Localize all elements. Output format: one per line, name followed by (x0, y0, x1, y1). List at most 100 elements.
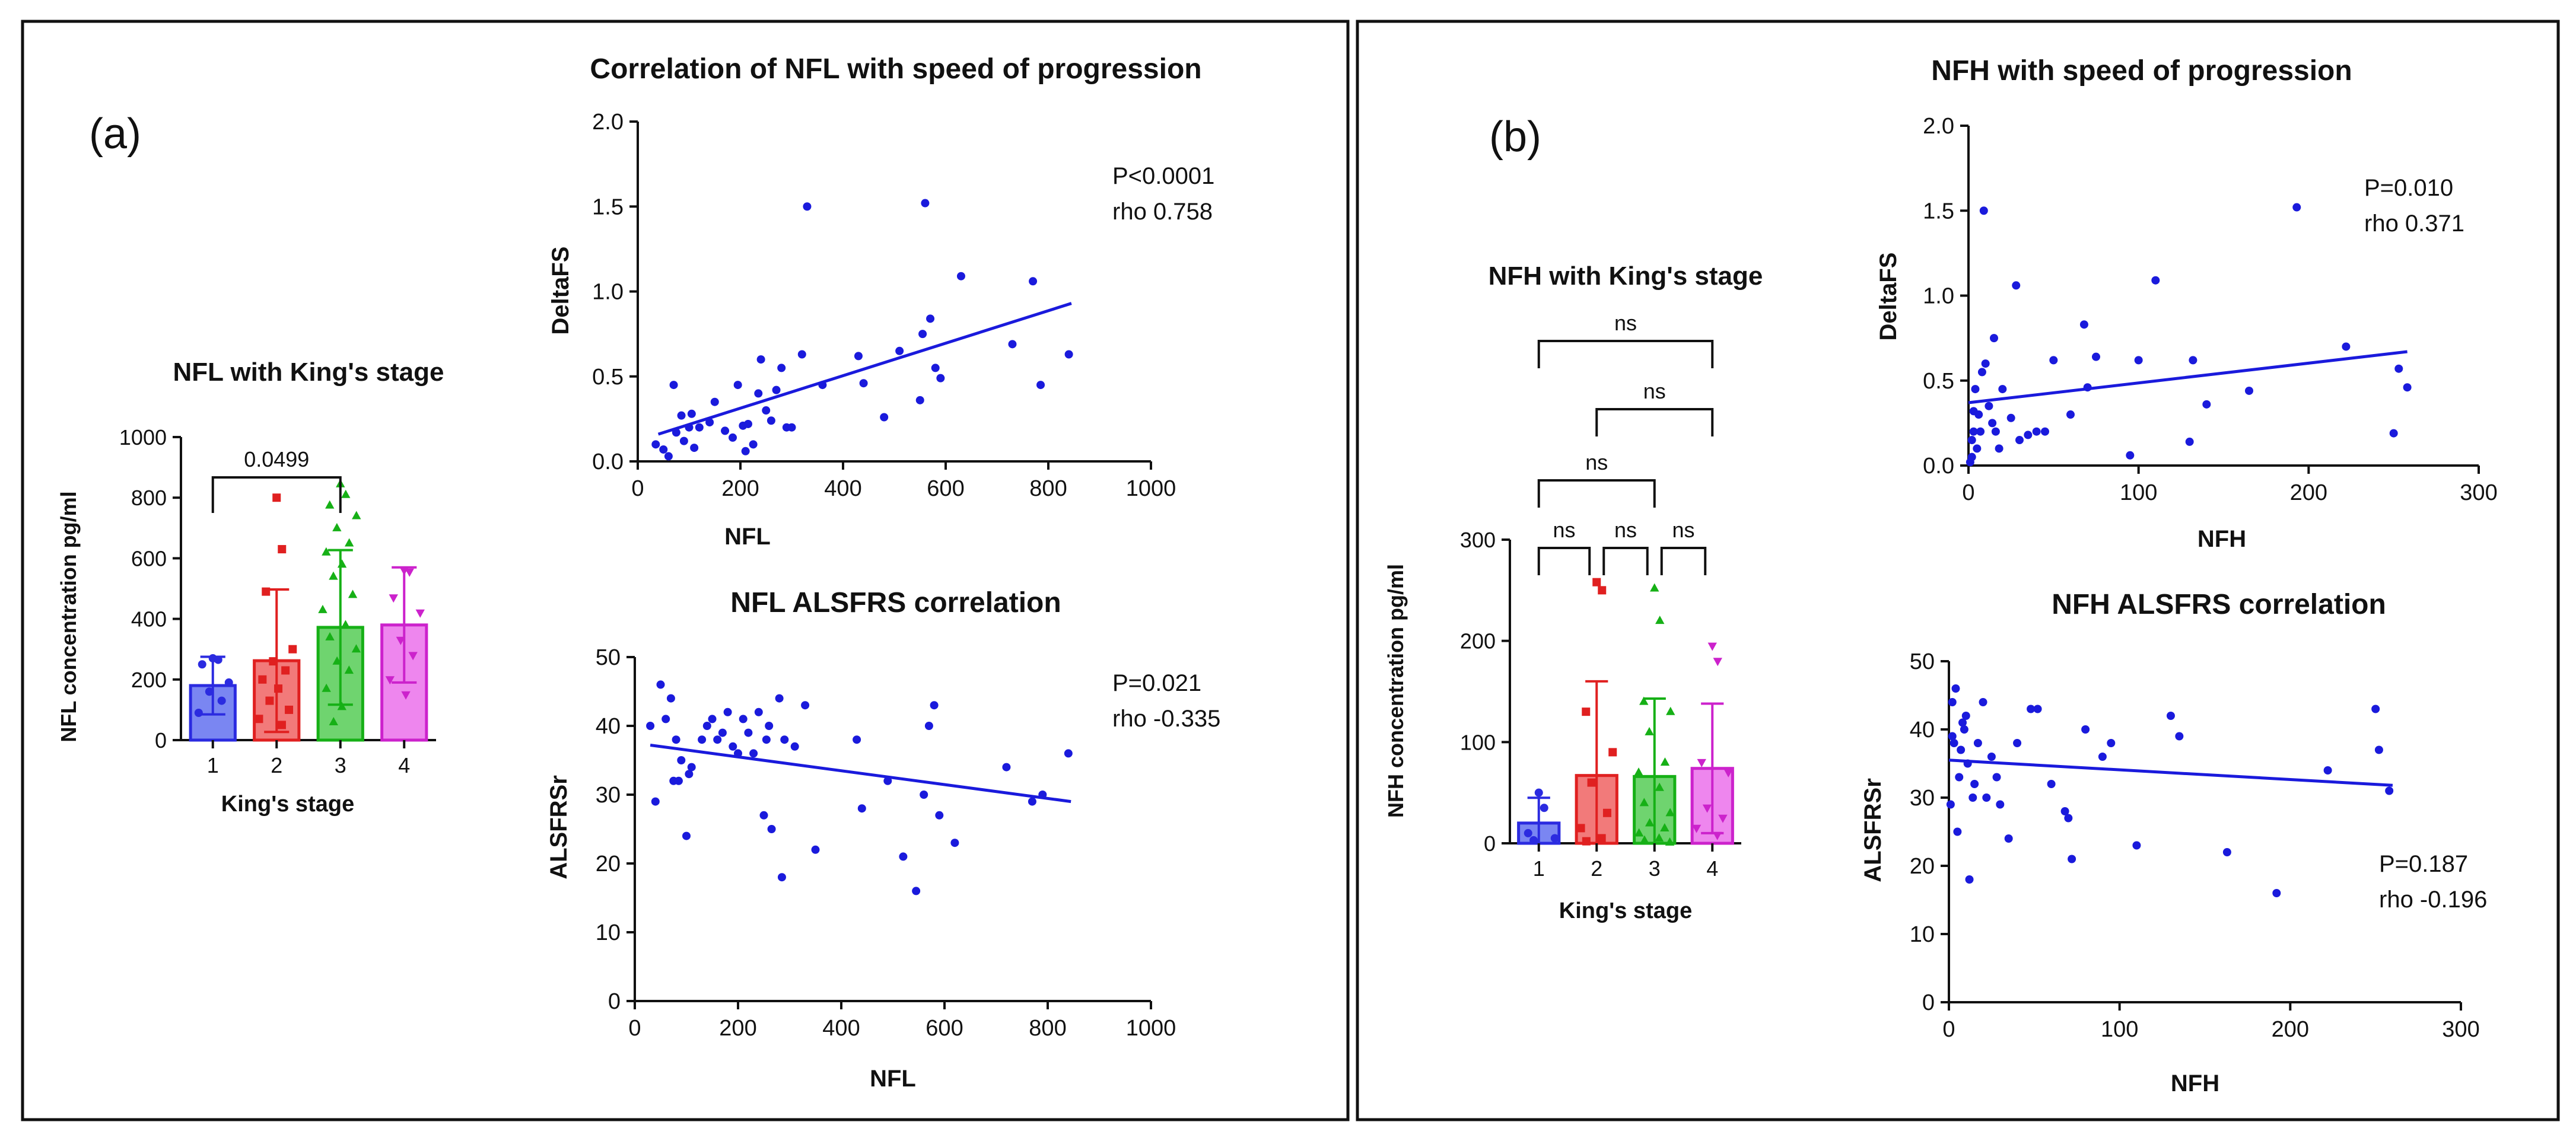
y-axis-label: NFL concentration pg/ml (56, 491, 81, 742)
sample-point (1598, 586, 1607, 595)
sample-point (341, 620, 351, 629)
data-point (921, 199, 930, 208)
data-point (1948, 698, 1957, 706)
data-point (651, 440, 660, 449)
data-point (729, 742, 737, 751)
x-tick-label: 200 (721, 476, 759, 501)
sample-point (1645, 818, 1655, 827)
data-point (695, 423, 704, 432)
sample-point (1660, 823, 1669, 831)
chart-title: NFL with King's stage (173, 358, 444, 387)
data-point (698, 735, 707, 744)
y-axis-label: DeltaFS (1875, 253, 1901, 341)
data-point (2027, 705, 2036, 713)
data-point (2385, 786, 2394, 795)
data-point (666, 694, 675, 703)
x-tick-label: 300 (2460, 480, 2497, 505)
chart-title: NFH with speed of progression (1931, 55, 2352, 87)
rho-value: rho 0.758 (1112, 199, 1213, 225)
data-point (2081, 725, 2090, 734)
x-tick-label: 0 (1942, 1017, 1955, 1042)
data-point (1979, 698, 1987, 706)
data-point (656, 680, 665, 689)
data-point (705, 418, 714, 427)
data-point (1988, 419, 1997, 428)
data-point (1951, 684, 1960, 693)
data-point (803, 202, 812, 211)
data-point (739, 715, 748, 724)
data-point (1029, 277, 1038, 286)
data-point (1995, 444, 2003, 453)
data-point (733, 381, 742, 390)
sample-point (278, 545, 287, 554)
rho-value: rho -0.196 (2379, 887, 2487, 913)
sample-point (325, 500, 335, 509)
data-point (2032, 427, 2041, 436)
y-tick-label: 100 (1460, 730, 1496, 754)
x-tick-label: 3 (1649, 856, 1661, 881)
data-point (1955, 773, 1964, 782)
data-point (1064, 749, 1073, 758)
data-point (662, 715, 670, 724)
rho-value: rho 0.371 (2364, 211, 2464, 237)
p-value: P=0.021 (1112, 670, 1201, 696)
data-point (2342, 342, 2351, 351)
sample-point (1540, 804, 1548, 812)
data-point (920, 791, 928, 799)
regression-line (650, 744, 1071, 804)
data-point (1946, 800, 1955, 809)
comparison-label: 0.0499 (244, 447, 309, 471)
x-axis-label: King's stage (221, 792, 354, 817)
x-tick-label: 800 (1029, 1016, 1066, 1041)
sample-point (1645, 726, 1654, 735)
comparison-bracket (1537, 340, 1714, 368)
data-point (926, 314, 935, 323)
data-point (754, 389, 763, 398)
data-point (2049, 356, 2058, 365)
sample-point (344, 538, 354, 547)
data-point (1990, 334, 1998, 343)
data-point (801, 701, 810, 710)
sample-point (1524, 828, 1532, 837)
data-point (2012, 281, 2021, 290)
y-tick-label: 2.0 (1923, 114, 1954, 139)
sample-point (329, 571, 338, 580)
data-point (749, 440, 758, 449)
sample-point (217, 696, 226, 705)
sample-point (1634, 828, 1644, 837)
data-point (2079, 320, 2088, 329)
x-tick-label: 200 (2272, 1017, 2309, 1042)
y-tick-label: 30 (1910, 786, 1935, 811)
data-point (1987, 753, 1996, 761)
x-tick-label: 800 (1029, 476, 1067, 501)
panel-a-label: (a) (89, 110, 141, 158)
data-point (2323, 766, 2332, 775)
data-point (682, 831, 691, 840)
sample-point (332, 656, 342, 665)
data-point (2132, 841, 2141, 850)
sample-point (344, 665, 354, 674)
x-axis-label: NFH (2197, 526, 2246, 552)
data-point (729, 433, 737, 442)
sample-point (1650, 583, 1659, 592)
data-point (2175, 732, 2184, 741)
y-tick-label: 200 (131, 668, 167, 692)
data-point (2166, 712, 2175, 720)
panel-b-frame (1356, 20, 2560, 1121)
data-point (2015, 436, 2024, 445)
comparison-bracket (1537, 479, 1656, 508)
data-point (754, 707, 763, 716)
nfh-kings-stage-chart: NFH with King's stage King's stage NFH c… (1384, 262, 1763, 923)
sample-point (329, 716, 338, 725)
x-tick-label: 4 (398, 753, 410, 777)
comparison-bracket (1537, 547, 1591, 575)
data-point (2394, 364, 2403, 373)
data-point (1974, 410, 1983, 419)
data-point (2272, 889, 2281, 897)
sample-point (1597, 834, 1606, 843)
data-point (677, 756, 686, 764)
data-point (787, 423, 796, 432)
sample-point (322, 683, 331, 692)
data-point (1968, 793, 1977, 802)
sample-point (1660, 757, 1670, 766)
